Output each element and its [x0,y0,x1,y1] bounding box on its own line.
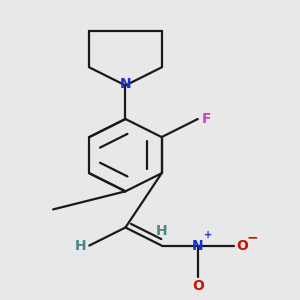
Text: N: N [192,238,204,253]
Text: N: N [120,77,131,91]
Text: +: + [204,230,212,240]
Text: O: O [236,238,248,253]
Text: −: − [246,231,258,245]
Text: H: H [75,238,87,253]
Text: F: F [202,112,211,126]
Text: O: O [192,279,204,293]
Text: H: H [156,224,167,238]
